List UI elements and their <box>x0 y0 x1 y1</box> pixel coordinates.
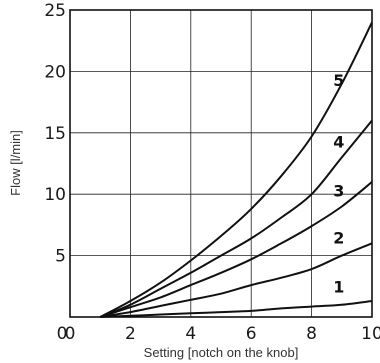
series-line-5 <box>99 21 373 318</box>
curve-label-2: 2 <box>333 228 344 247</box>
x-tick-label: 8 <box>306 324 317 344</box>
curve-label-layer: 1 2 3 4 5 <box>333 71 344 296</box>
curve-label-1: 1 <box>333 277 344 296</box>
series-line-4 <box>99 119 373 318</box>
x-tick-label: 6 <box>246 324 257 344</box>
grid-layer <box>70 10 372 317</box>
curve-layer <box>99 21 373 318</box>
plot-frame <box>69 9 373 318</box>
y-tick-label: 25 <box>44 1 66 21</box>
curve-label-5: 5 <box>333 71 344 90</box>
x-tick-label: 0 <box>65 324 76 344</box>
y-tick-label: 20 <box>44 62 66 82</box>
series-line-2 <box>100 242 373 318</box>
series-line-1 <box>100 300 373 318</box>
y-tick-label: 15 <box>44 124 66 144</box>
y-axis-label: Flow [l/min] <box>8 130 23 196</box>
curve-label-3: 3 <box>333 182 344 201</box>
x-tick-label: 4 <box>185 324 196 344</box>
x-tick-label: 2 <box>125 324 136 344</box>
x-axis-label: Setting [notch on the knob] <box>144 345 299 360</box>
origin-tick-label: 0 <box>57 324 68 344</box>
y-tick-label: 5 <box>55 247 66 267</box>
curve-label-4: 4 <box>333 133 344 152</box>
x-tick-label: 10 <box>361 324 380 344</box>
series-line-3 <box>99 181 373 318</box>
y-tick-label: 10 <box>44 185 66 205</box>
